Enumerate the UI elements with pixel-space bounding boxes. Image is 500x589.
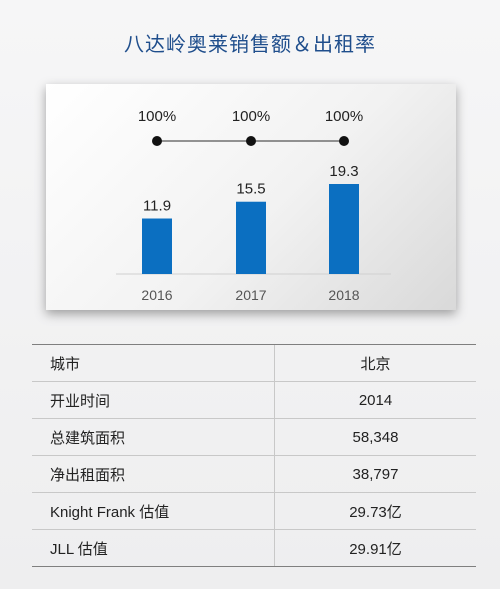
occupancy-dot	[339, 136, 349, 146]
bar	[236, 201, 266, 274]
occupancy-dot	[152, 136, 162, 146]
row-value: 29.73亿	[274, 492, 476, 530]
row-value: 58,348	[274, 418, 476, 456]
chart-card: 11.9 2016 100% 15.5 2017 100% 19.3 2018 100%	[46, 84, 456, 310]
table-row: 城市 北京	[32, 344, 476, 382]
occupancy-dot	[246, 136, 256, 146]
x-tick-label: 2018	[328, 287, 359, 303]
occupancy-label: 100%	[138, 108, 176, 125]
bar	[329, 184, 359, 274]
table-row: Knight Frank 估值 29.73亿	[32, 492, 476, 530]
table-row: 开业时间 2014	[32, 381, 476, 419]
table-row: 净出租面积 38,797	[32, 455, 476, 493]
bar-value-label: 19.3	[329, 163, 358, 180]
row-key: Knight Frank 估值	[32, 492, 275, 530]
row-key: 城市	[32, 344, 275, 382]
table-row: 总建筑面积 58,348	[32, 418, 476, 456]
x-tick-label: 2017	[235, 287, 266, 303]
table-row: JLL 估值 29.91亿	[32, 529, 476, 567]
occupancy-label: 100%	[232, 108, 270, 125]
row-key: JLL 估值	[32, 529, 275, 567]
x-tick-label: 2016	[141, 287, 172, 303]
row-key: 开业时间	[32, 381, 275, 419]
row-key: 净出租面积	[32, 455, 275, 493]
bar	[142, 218, 172, 274]
info-table: 城市 北京 开业时间 2014 总建筑面积 58,348 净出租面积 38,79…	[32, 344, 476, 567]
bar-value-label: 11.9	[143, 198, 171, 215]
chart-title: 八达岭奥莱销售额＆出租率	[124, 34, 376, 56]
row-value: 2014	[274, 381, 476, 419]
row-key: 总建筑面积	[32, 418, 275, 456]
occupancy-label: 100%	[325, 108, 363, 125]
bar-value-label: 15.5	[236, 181, 265, 198]
bar-chart: 11.9 2016 100% 15.5 2017 100% 19.3 2018 100%	[116, 108, 391, 303]
row-value: 38,797	[274, 455, 476, 493]
row-value: 29.91亿	[274, 529, 476, 567]
row-value: 北京	[274, 344, 476, 382]
